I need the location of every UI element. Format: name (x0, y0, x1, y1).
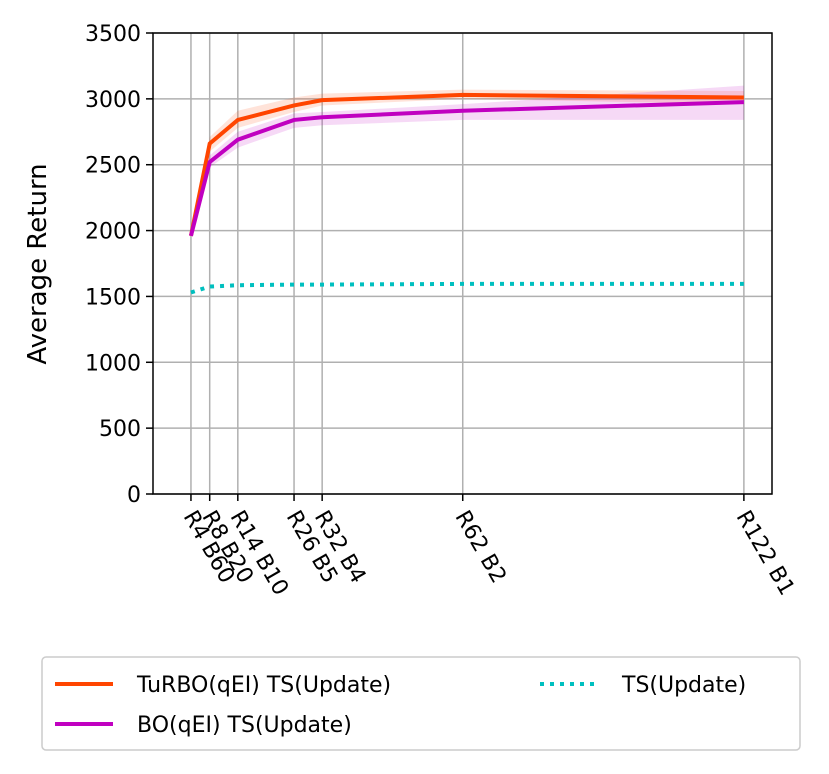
y-tick-label: 3000 (85, 88, 141, 113)
line (190, 281, 744, 295)
y-tick-label: 3500 (85, 22, 141, 47)
legend-label: TS(Update) (621, 673, 746, 698)
legend-label: TuRBO(qEI) TS(Update) (136, 673, 391, 698)
y-tick-label: 500 (99, 417, 141, 442)
line (189, 100, 744, 237)
plot-frame (152, 32, 773, 495)
line (188, 92, 744, 237)
y-tick-label: 0 (127, 483, 141, 508)
y-tick-label: 1500 (85, 285, 141, 310)
x-tick-label: R62 B2 (450, 507, 511, 588)
confidence-band (190, 85, 744, 238)
y-tick-label: 2500 (85, 154, 141, 179)
legend-label: BO(qEI) TS(Update) (137, 713, 352, 738)
x-tick-label: R122 B1 (731, 507, 799, 600)
y-axis-label: Average Return (23, 163, 53, 364)
legend-box (41, 656, 801, 751)
y-tick-label: 1000 (85, 351, 141, 376)
y-tick-label: 2000 (85, 220, 141, 245)
